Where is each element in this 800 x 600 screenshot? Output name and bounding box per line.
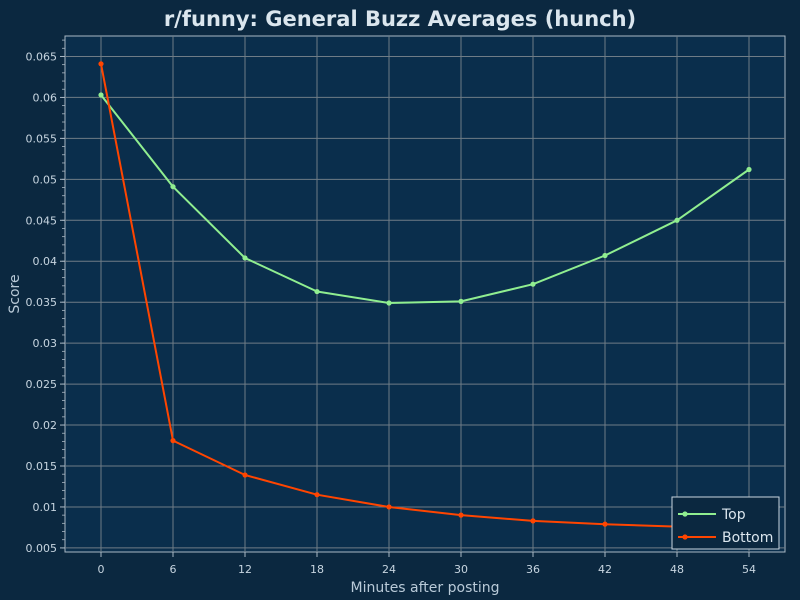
legend-marker-bottom bbox=[682, 534, 688, 540]
data-point-bottom bbox=[602, 521, 608, 527]
data-point-top bbox=[674, 217, 680, 223]
data-point-top bbox=[746, 166, 752, 173]
legend: Top Bottom bbox=[671, 496, 780, 550]
y-tick-label: 0.03 bbox=[33, 337, 58, 350]
x-tick-label: 12 bbox=[238, 563, 252, 576]
x-tick-label: 6 bbox=[170, 563, 177, 576]
y-tick-label: 0.02 bbox=[33, 419, 58, 432]
x-tick-label: 48 bbox=[670, 563, 684, 576]
data-point-top bbox=[530, 281, 536, 287]
grid-lines bbox=[65, 36, 785, 552]
x-tick-label: 18 bbox=[310, 563, 324, 576]
y-tick-label: 0.055 bbox=[26, 132, 58, 145]
x-tick-label: 24 bbox=[382, 563, 396, 576]
data-point-top bbox=[314, 288, 320, 295]
series-line-bottom bbox=[100, 63, 750, 531]
x-tick-label: 30 bbox=[454, 563, 468, 576]
y-tick-label: 0.005 bbox=[26, 542, 58, 555]
data-point-top bbox=[386, 300, 392, 306]
y-tick-label: 0.025 bbox=[26, 378, 58, 391]
data-point-top bbox=[602, 252, 608, 259]
y-tick-label: 0.045 bbox=[26, 214, 58, 227]
data-point-top bbox=[98, 92, 104, 98]
data-point-bottom bbox=[170, 438, 176, 444]
x-tick-label: 42 bbox=[598, 563, 612, 576]
x-axis-label: Minutes after posting bbox=[350, 580, 499, 596]
y-tick-label: 0.06 bbox=[33, 91, 58, 104]
x-tick-label: 0 bbox=[98, 563, 105, 576]
series-line-top bbox=[100, 94, 750, 304]
data-series bbox=[98, 61, 752, 532]
chart-title: r/funny: General Buzz Averages (hunch) bbox=[164, 7, 636, 31]
y-axis-label: Score bbox=[7, 274, 23, 313]
legend-label-top: Top bbox=[721, 507, 746, 523]
data-point-bottom bbox=[98, 61, 104, 67]
data-point-bottom bbox=[386, 504, 392, 510]
y-tick-label: 0.01 bbox=[33, 501, 58, 514]
x-tick-label: 54 bbox=[742, 563, 756, 576]
x-tick-label: 36 bbox=[526, 563, 540, 576]
y-tick-label: 0.04 bbox=[33, 255, 58, 268]
legend-box bbox=[671, 496, 780, 550]
data-point-top bbox=[170, 184, 176, 190]
legend-marker-top bbox=[682, 511, 688, 517]
data-point-bottom bbox=[314, 492, 320, 498]
y-tick-label: 0.015 bbox=[26, 460, 58, 473]
legend-label-bottom: Bottom bbox=[722, 530, 773, 546]
data-point-bottom bbox=[242, 472, 248, 478]
data-point-top bbox=[242, 255, 248, 261]
data-point-bottom bbox=[530, 518, 536, 524]
data-point-top bbox=[458, 298, 464, 304]
y-tick-label: 0.05 bbox=[33, 173, 58, 186]
axis-ticks: 0 6 12 18 24 30 36 42 48 54 0.005 0.01 0.015 0.02 0.02… bbox=[26, 39, 756, 576]
y-tick-label: 0.065 bbox=[26, 50, 58, 63]
data-point-bottom bbox=[458, 512, 464, 518]
y-tick-label: 0.035 bbox=[26, 296, 58, 309]
